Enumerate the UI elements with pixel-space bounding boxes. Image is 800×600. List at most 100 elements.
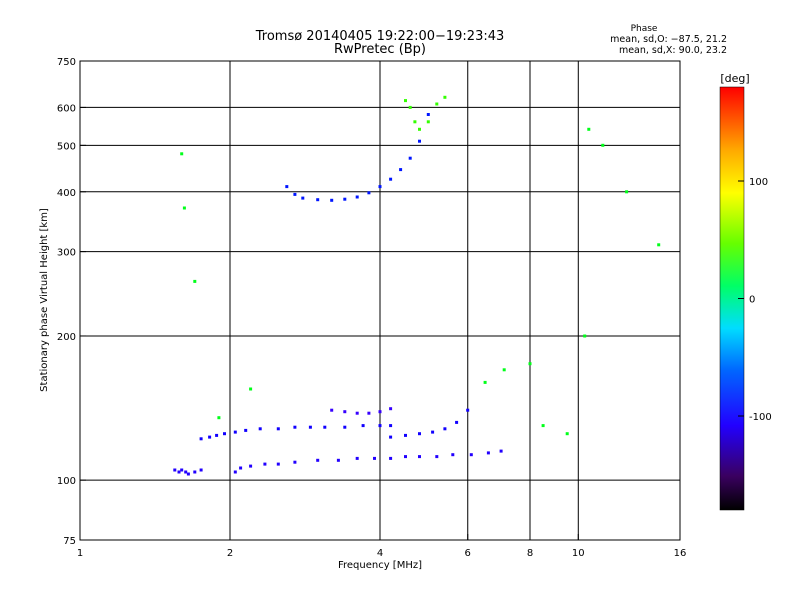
data-point <box>541 424 545 428</box>
data-point <box>502 368 506 372</box>
data-point <box>443 95 447 99</box>
y-axis-ticks: 75 100 200 300 400 500 600 750 <box>57 57 86 547</box>
data-point <box>378 424 382 428</box>
data-point <box>355 195 359 199</box>
data-point <box>565 432 569 436</box>
data-point <box>418 455 421 459</box>
phase-stats-o: mean, sd,O: −87.5, 21.2 <box>610 34 727 45</box>
data-points <box>173 95 661 476</box>
data-point <box>601 143 605 147</box>
data-point <box>466 408 470 412</box>
y-tick-label: 750 <box>57 57 76 68</box>
data-point <box>244 428 248 432</box>
data-point <box>483 380 487 384</box>
y-tick-label: 100 <box>57 476 76 487</box>
data-point <box>583 334 587 338</box>
y-tick-label: 200 <box>57 332 76 343</box>
data-point <box>208 435 212 439</box>
chart-title: Tromsø 20140405 19:22:00−19:23:43 <box>255 29 505 44</box>
data-point <box>367 411 371 415</box>
x-tick-label: 2 <box>227 548 233 559</box>
data-point <box>389 435 393 439</box>
data-point <box>404 455 407 459</box>
data-point <box>389 456 393 460</box>
x-tick-label: 4 <box>377 548 383 559</box>
x-tick-label: 16 <box>674 548 687 559</box>
y-tick-label: 500 <box>57 141 76 152</box>
data-point <box>343 197 347 201</box>
data-point <box>323 425 327 429</box>
data-point <box>285 185 289 189</box>
data-point <box>399 168 403 172</box>
data-point <box>308 425 312 429</box>
x-axis-label: Frequency [MHz] <box>338 560 422 571</box>
phase-stats-x: mean, sd,X: 90.0, 23.2 <box>619 45 727 56</box>
phase-heading: Phase <box>631 24 658 34</box>
data-point <box>249 387 253 391</box>
data-point <box>223 432 226 436</box>
data-point <box>173 468 177 472</box>
data-point <box>316 458 320 462</box>
data-point <box>293 460 297 464</box>
data-point <box>367 191 371 195</box>
data-point <box>426 120 430 124</box>
data-point <box>404 433 407 437</box>
x-tick-label: 1 <box>77 548 83 559</box>
data-point <box>499 449 503 453</box>
data-point <box>217 416 221 420</box>
x-tick-label: 10 <box>572 548 585 559</box>
data-point <box>587 127 591 131</box>
data-point <box>199 468 203 472</box>
data-point <box>336 458 340 462</box>
data-point <box>239 466 243 470</box>
x-axis-ticks: 1 2 4 6 8 10 16 <box>77 534 687 559</box>
data-point <box>193 279 197 283</box>
data-point <box>343 425 347 429</box>
data-point <box>355 456 359 460</box>
data-point <box>389 407 393 411</box>
colorbar-tick-label: 0 <box>749 295 755 306</box>
data-point <box>373 456 376 460</box>
data-point <box>413 120 417 124</box>
data-point <box>330 198 334 202</box>
data-point <box>215 433 219 437</box>
data-point <box>293 192 297 196</box>
data-point <box>625 190 629 194</box>
data-point <box>389 177 393 181</box>
data-point <box>435 455 439 459</box>
data-point <box>276 427 280 431</box>
colorbar-label: [deg] <box>720 72 749 85</box>
data-point <box>451 453 455 457</box>
data-point <box>469 453 473 457</box>
y-tick-label: 75 <box>63 536 76 547</box>
colorbar-tick-label: -100 <box>749 412 772 423</box>
data-point <box>426 113 430 116</box>
data-point <box>180 468 184 472</box>
data-point <box>435 102 439 106</box>
data-point <box>184 470 188 474</box>
data-point <box>233 470 237 474</box>
data-point <box>276 462 280 466</box>
chart-subtitle: RwPretec (Bp) <box>334 42 426 57</box>
data-point <box>233 430 237 434</box>
data-point <box>301 196 305 200</box>
data-point <box>258 427 262 431</box>
data-point <box>408 156 412 160</box>
data-point <box>486 451 490 455</box>
data-point <box>528 362 532 366</box>
data-point <box>404 99 407 103</box>
data-point <box>177 470 181 474</box>
y-tick-label: 600 <box>57 103 76 114</box>
data-point <box>361 424 365 428</box>
colorbar-tick-label: 100 <box>749 177 768 188</box>
data-point <box>455 420 459 424</box>
data-point <box>343 410 347 414</box>
data-point <box>431 430 435 434</box>
data-point <box>443 427 447 431</box>
data-point <box>180 152 184 156</box>
data-point <box>249 464 253 468</box>
data-point <box>408 105 412 109</box>
data-point <box>316 198 320 202</box>
data-point <box>293 425 297 429</box>
